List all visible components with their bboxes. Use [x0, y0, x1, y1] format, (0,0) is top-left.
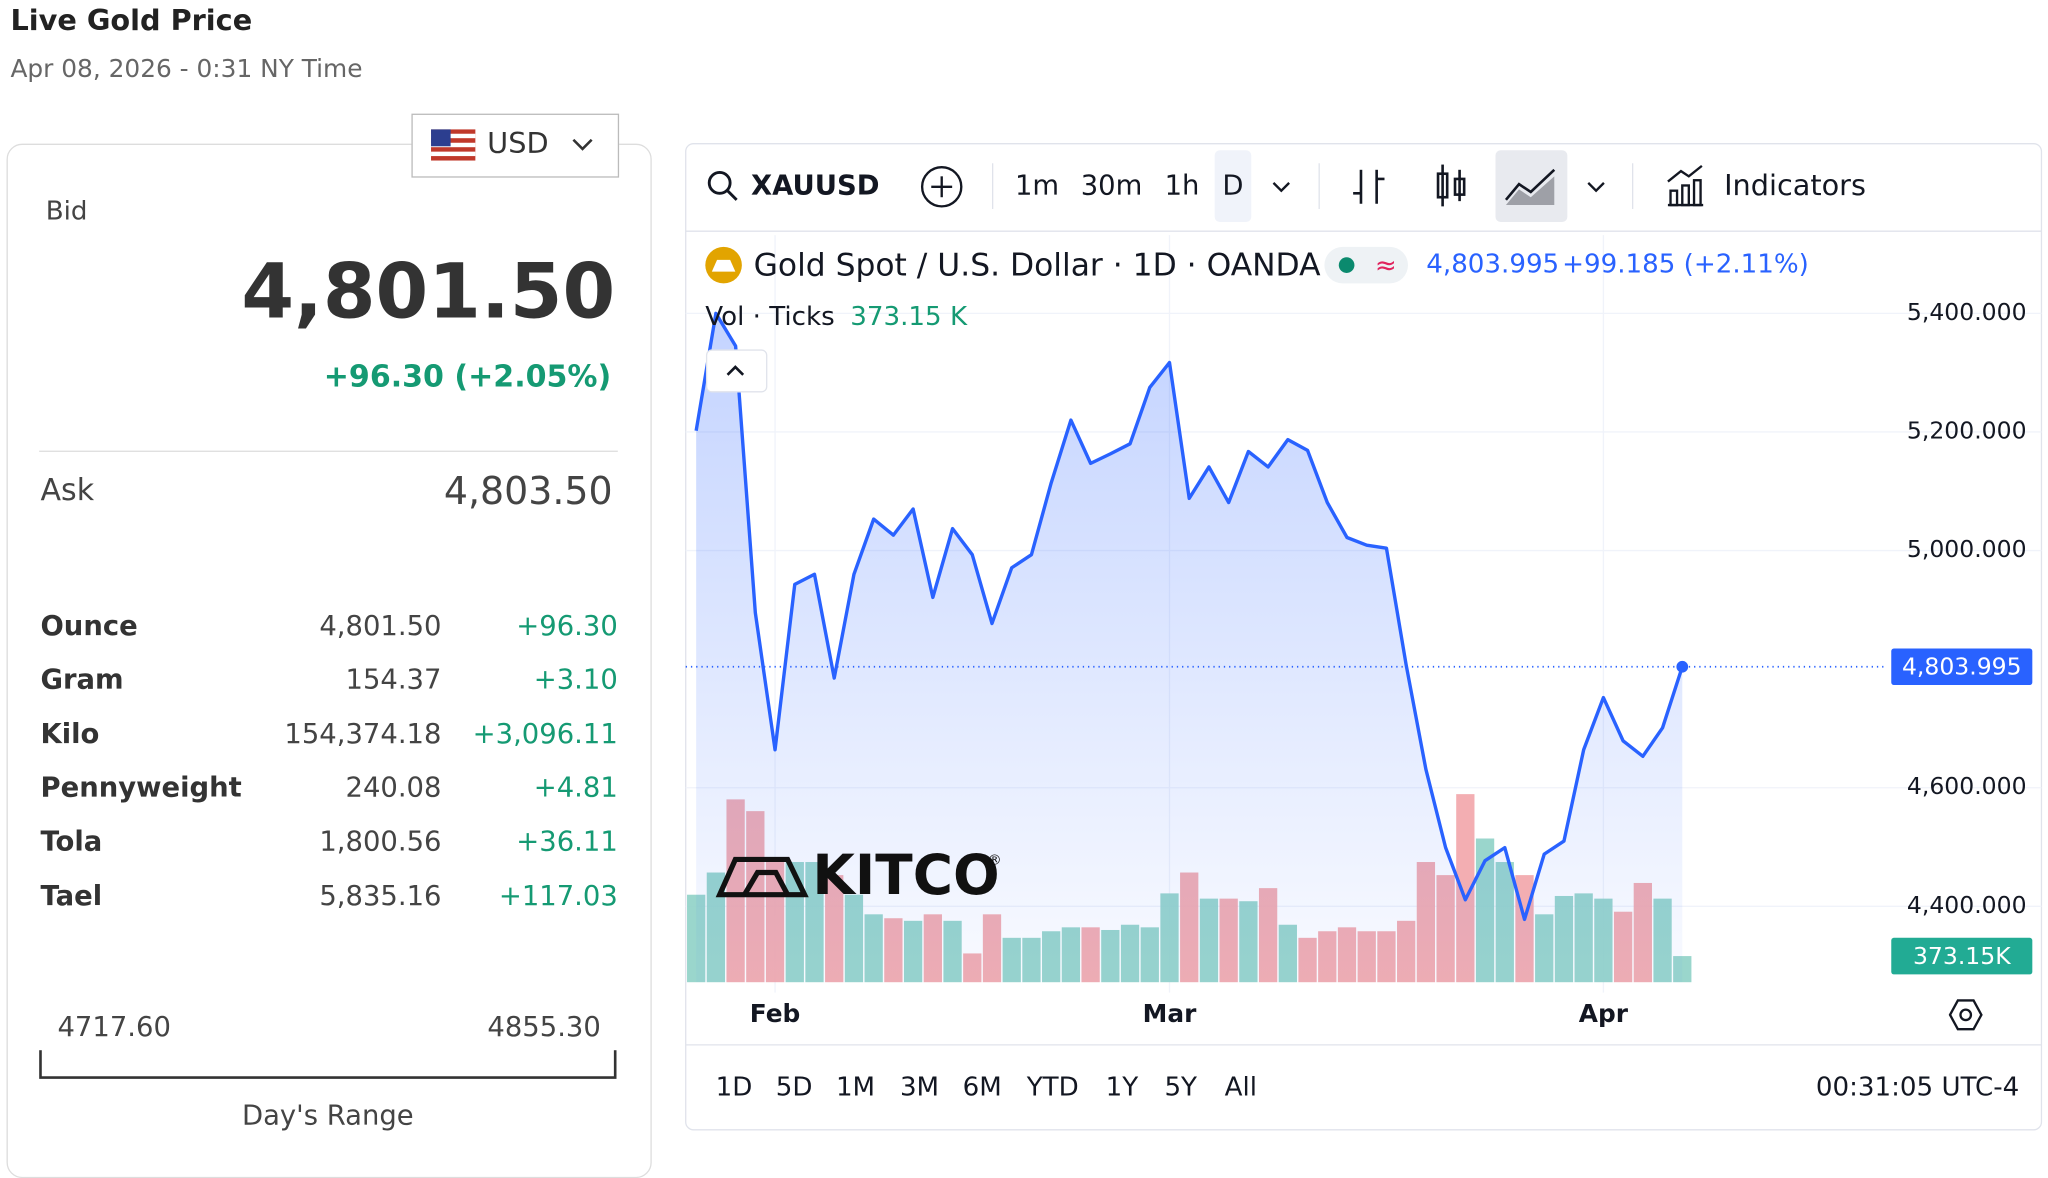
- chart-panel: 4,400.000 4,600.000 5,000.000 5,200.000 5,40…: [685, 143, 2043, 1131]
- y-tick-label: 4,400.000: [1907, 891, 2027, 919]
- price-badge-label: 4,803.995: [1902, 653, 2022, 681]
- range-button[interactable]: 1D: [716, 1072, 753, 1102]
- unit-price: 5,835.16: [319, 879, 442, 912]
- y-tick-label: 5,200.000: [1907, 416, 2027, 444]
- currency-chevron: [572, 138, 593, 151]
- chart-type-menu[interactable]: [1587, 182, 1605, 193]
- range-bar: [39, 1050, 617, 1079]
- ask-label: Ask: [40, 474, 95, 509]
- watermark-logo: [715, 856, 809, 898]
- bid-label: Bid: [45, 194, 88, 226]
- volume-value: 373.15 K: [850, 302, 968, 332]
- volume-badge-label: 373.15K: [1913, 942, 2011, 970]
- bars-icon[interactable]: [1353, 169, 1385, 204]
- divider: [39, 450, 618, 452]
- x-tick-label: Mar: [1143, 999, 1197, 1028]
- unit-name: Pennyweight: [40, 771, 242, 804]
- symbol[interactable]: XAUUSD: [751, 170, 880, 201]
- range-button[interactable]: 5D: [776, 1072, 813, 1102]
- symbol-logo-bar: [711, 259, 736, 272]
- interval[interactable]: D: [1222, 170, 1243, 201]
- settings-icon[interactable]: [1948, 999, 1983, 1031]
- range-button[interactable]: 5Y: [1164, 1072, 1197, 1102]
- x-tick-label: Feb: [750, 999, 801, 1028]
- unit-name: Ounce: [40, 609, 138, 642]
- price-badge: [1891, 648, 2033, 686]
- flag-icon: [431, 129, 476, 161]
- collapse-icon: [726, 365, 745, 376]
- unit-price: 154.37: [345, 663, 442, 696]
- unit-change: +4.81: [533, 771, 618, 804]
- watermark-mark: ®: [987, 853, 1001, 869]
- page: 4,400.000 4,600.000 5,000.000 5,200.000 5,40…: [6, 5, 2043, 1178]
- interval[interactable]: 1m: [1015, 170, 1059, 201]
- price-line: [694, 311, 1684, 922]
- unit-change: +3,096.11: [472, 717, 618, 750]
- indicators-button[interactable]: Indicators: [1724, 168, 1866, 202]
- interval[interactable]: 1h: [1165, 170, 1200, 201]
- range-high: 4855.30: [487, 1010, 601, 1043]
- volume-badge: [1891, 937, 2033, 975]
- unit-change: +36.11: [516, 825, 618, 858]
- legend-price: 4,803.995: [1426, 250, 1559, 280]
- area-icon[interactable]: [1504, 168, 1556, 206]
- clock: 00:31:05 UTC-4: [1816, 1072, 2019, 1102]
- search-icon[interactable]: [707, 170, 738, 201]
- page-title: Live Gold Price: [10, 5, 253, 38]
- range-button[interactable]: YTD: [1026, 1072, 1079, 1102]
- y-tick-label: 5,400.000: [1907, 298, 2027, 326]
- unit-change: +96.30: [516, 609, 618, 642]
- add-symbol[interactable]: [920, 166, 963, 208]
- collapse-legend[interactable]: [705, 349, 768, 393]
- y-tick-label: 4,600.000: [1907, 772, 2027, 800]
- timestamp: Apr 08, 2026 - 0:31 NY Time: [10, 54, 363, 84]
- last-point: [1676, 660, 1689, 673]
- unit-name: Gram: [40, 663, 124, 696]
- interval-active-bg: [1214, 150, 1252, 223]
- range-buttons: 1D 5D 1M 3M 6M YTD 1Y 5Y All: [716, 1072, 1257, 1102]
- volume-title: Vol · Ticks: [705, 302, 834, 332]
- unit-name: Tola: [40, 825, 103, 858]
- watermark: KITCO: [812, 843, 999, 907]
- interval-menu[interactable]: [1272, 182, 1290, 193]
- candles-icon[interactable]: [1436, 164, 1466, 207]
- series-title: Gold Spot / U.S. Dollar · 1D · OANDA: [754, 247, 1322, 283]
- unit-name: Tael: [40, 879, 103, 912]
- range-button[interactable]: 1M: [836, 1072, 875, 1102]
- unit-change: +3.10: [533, 663, 618, 696]
- x-tick-label: Apr: [1579, 999, 1629, 1028]
- range-button[interactable]: All: [1225, 1072, 1257, 1102]
- bid-change: +96.30 (+2.05%): [323, 360, 612, 395]
- area-icon-bg: [1495, 150, 1568, 223]
- legend-change: +99.185 (+2.11%): [1562, 250, 1809, 280]
- unit-price: 4,801.50: [319, 609, 442, 642]
- unit-price: 154,374.18: [284, 717, 442, 750]
- bid-price: 4,801.50: [241, 246, 616, 336]
- market-status: [1338, 257, 1355, 273]
- range-button[interactable]: 3M: [900, 1072, 939, 1102]
- interval[interactable]: 30m: [1081, 170, 1143, 201]
- range-button[interactable]: 1Y: [1106, 1072, 1139, 1102]
- range-label: Day's Range: [241, 1099, 414, 1132]
- page-wrap: 4,400.000 4,600.000 5,000.000 5,200.000 5,40…: [6, 5, 2043, 1178]
- unit-name: Kilo: [40, 717, 100, 750]
- intervals: 1m 30m 1h D: [1015, 170, 1244, 201]
- indicators-icon[interactable]: [1667, 164, 1704, 207]
- plot: 4,400.000 4,600.000 5,000.000 5,200.000 5,40…: [685, 235, 2042, 1028]
- status-pill: [1324, 246, 1408, 284]
- unit-change: +117.03: [498, 879, 618, 912]
- y-tick-label: 5,000.000: [1907, 535, 2027, 563]
- ask-price: 4,803.50: [443, 468, 613, 514]
- range-button[interactable]: 6M: [963, 1072, 1002, 1102]
- range-low: 4717.60: [57, 1010, 171, 1043]
- unit-price: 1,800.56: [319, 825, 442, 858]
- currency[interactable]: USD: [487, 127, 549, 161]
- unit-price: 240.08: [345, 771, 442, 804]
- delay-status: ≈: [1375, 251, 1397, 281]
